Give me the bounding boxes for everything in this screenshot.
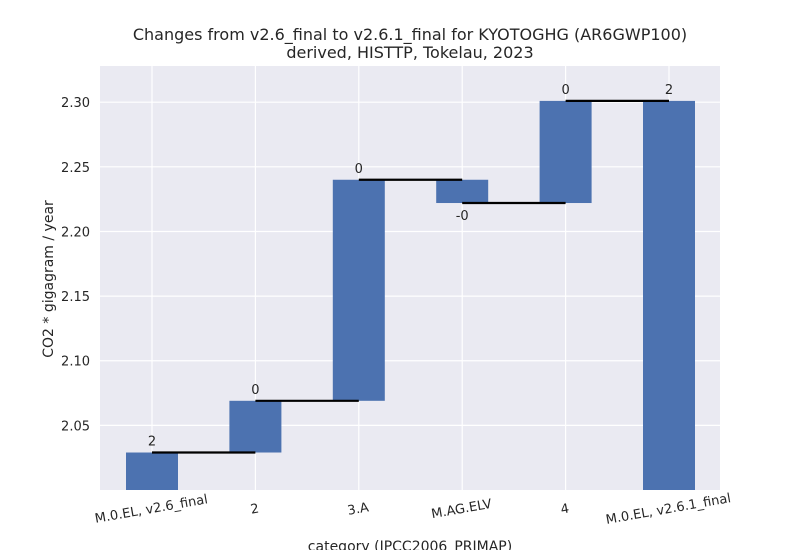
value-labels: 2 0 0 -0 0 2 [148, 83, 673, 450]
bar [126, 452, 178, 490]
plot-area [100, 66, 720, 490]
x-tick-label: M.0.EL, v2.6_final [94, 492, 209, 527]
bar [229, 400, 282, 453]
x-tick-label: 4 [560, 501, 571, 517]
bars [126, 100, 695, 490]
x-tick-label: 2 [249, 501, 260, 517]
y-tick-label: 2.15 [61, 290, 90, 305]
y-tick-label: 2.25 [61, 161, 90, 176]
x-axis-label: category (IPCC2006_PRIMAP) [308, 539, 512, 550]
y-tick-label: 2.05 [61, 419, 90, 434]
x-tick-label: 3.A [346, 500, 370, 518]
bar [539, 100, 592, 204]
connector-lines [152, 99, 669, 454]
y-tick-labels: 2.05 2.10 2.15 2.20 2.25 2.30 [61, 96, 90, 434]
bar-value-label: 0 [251, 383, 259, 398]
bar-value-label: 2 [665, 83, 673, 98]
bar-value-label: -0 [456, 209, 469, 224]
y-tick-label: 2.10 [61, 355, 90, 370]
bar [436, 179, 489, 204]
bar [643, 100, 695, 490]
chart-subtitle: derived, HISTTP, Tokelau, 2023 [286, 43, 534, 62]
bar-value-label: 0 [355, 162, 363, 177]
x-tick-labels: M.0.EL, v2.6_final 2 3.A M.AG.ELV 4 M.0.EL, v… [94, 491, 732, 528]
bar [332, 179, 385, 401]
y-tick-label: 2.20 [61, 225, 90, 240]
x-tick-label: M.0.EL, v2.6.1_final [605, 491, 732, 528]
chart-title: Changes from v2.6_final to v2.6.1_final … [132, 25, 688, 44]
y-axis-label: CO2 * gigagram / year [41, 200, 57, 358]
bar-value-label: 2 [148, 435, 156, 450]
bar-value-label: 0 [561, 83, 569, 98]
x-tick-label: M.AG.ELV [430, 497, 493, 522]
y-tick-label: 2.30 [61, 96, 90, 111]
